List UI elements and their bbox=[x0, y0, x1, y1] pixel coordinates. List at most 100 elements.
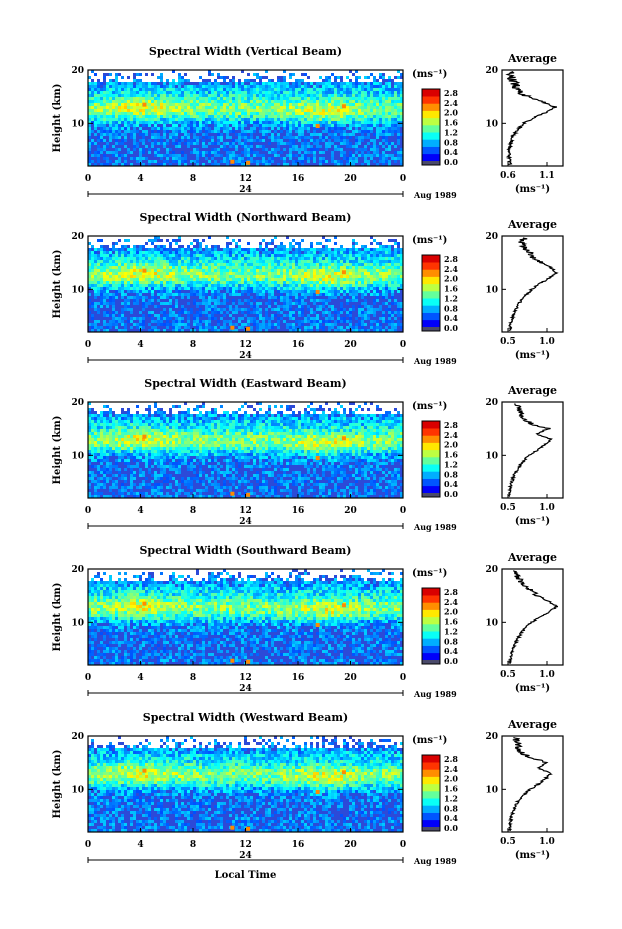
profile-x-label: (ms⁻¹) bbox=[515, 850, 550, 861]
x-tick-label: 4 bbox=[137, 840, 143, 850]
profile-y-tick-label: 10 bbox=[485, 785, 498, 795]
profile-x-label: (ms⁻¹) bbox=[515, 516, 550, 527]
colorbar-band bbox=[422, 103, 440, 111]
heatmap-cells bbox=[88, 736, 403, 832]
colorbar-band bbox=[422, 762, 440, 770]
date-label: Aug 1989 bbox=[413, 856, 457, 866]
heatmap-hotspot bbox=[246, 492, 251, 497]
colorbar-floor bbox=[422, 161, 440, 165]
colorbar-frame bbox=[421, 254, 441, 332]
heatmap-cells bbox=[88, 402, 403, 498]
panel-3: Spectral Width (Eastward Beam) 20 10 Height… bbox=[52, 377, 564, 532]
colorbar bbox=[421, 587, 441, 665]
panel-5: Spectral Width (Westward Beam) 20 10 Height… bbox=[52, 711, 564, 866]
x-tick-label: 0 bbox=[400, 673, 406, 683]
heatmap-hotspot bbox=[315, 456, 320, 460]
colorbar-label: 0.0 bbox=[444, 656, 458, 666]
colorbar-floor bbox=[422, 493, 440, 497]
colorbar-unit: (ms⁻¹) bbox=[412, 401, 447, 412]
profile-line bbox=[506, 570, 559, 664]
colorbar-label: 2.8 bbox=[444, 587, 458, 597]
colorbar-label: 0.4 bbox=[444, 479, 458, 489]
x-tick-label: 12 bbox=[239, 340, 252, 350]
date-label: Aug 1989 bbox=[413, 190, 457, 200]
profile-x-tick-label: 1.0 bbox=[539, 503, 555, 513]
x-tick-label: 16 bbox=[292, 840, 305, 850]
x-tick-label: 0 bbox=[85, 174, 91, 184]
profile-x-tick-label: 0.5 bbox=[500, 503, 516, 513]
colorbar-floor bbox=[422, 827, 440, 831]
colorbar-label: 1.2 bbox=[444, 127, 458, 137]
x-tick-label: 12 bbox=[239, 174, 252, 184]
profile-x-tick-label: 1.0 bbox=[539, 670, 555, 680]
day-label: 24 bbox=[239, 185, 252, 195]
x-tick-label: 20 bbox=[344, 506, 357, 516]
x-tick-label: 12 bbox=[239, 840, 252, 850]
colorbar-label: 2.8 bbox=[444, 88, 458, 98]
x-tick-label: 8 bbox=[190, 506, 196, 516]
profile-title: Average bbox=[507, 718, 557, 731]
colorbar-band bbox=[422, 776, 440, 785]
colorbar-label: 1.2 bbox=[444, 293, 458, 303]
colorbar-band bbox=[422, 624, 440, 632]
profile-y-tick-label: 10 bbox=[485, 451, 498, 461]
average-profile: Average 20 10 0.5 1.0 (ms⁻¹) bbox=[485, 551, 564, 694]
colorbar-band bbox=[422, 652, 440, 661]
heatmap-hotspot bbox=[142, 268, 147, 273]
heatmap-hotspot bbox=[341, 436, 346, 441]
profile-x-label: (ms⁻¹) bbox=[515, 683, 550, 694]
colorbar-frame bbox=[421, 420, 441, 498]
heatmap-hotspot bbox=[246, 659, 251, 664]
colorbar-label: 0.8 bbox=[444, 469, 458, 479]
heatmap-hotspot bbox=[246, 160, 251, 165]
profile-y-tick-label: 20 bbox=[485, 398, 498, 408]
colorbar-label: 1.6 bbox=[444, 617, 458, 627]
y-tick-label: 10 bbox=[71, 618, 84, 628]
colorbar-band bbox=[422, 819, 440, 828]
x-tick-label: 16 bbox=[292, 673, 305, 683]
profile-x-tick-label: 0.5 bbox=[500, 837, 516, 847]
colorbar-band bbox=[422, 812, 440, 821]
colorbar-band bbox=[422, 312, 440, 321]
x-tick-label: 0 bbox=[85, 840, 91, 850]
x-tick-label: 0 bbox=[400, 840, 406, 850]
colorbar-label: 1.2 bbox=[444, 626, 458, 636]
colorbar-frame bbox=[421, 754, 441, 832]
colorbar-unit: (ms⁻¹) bbox=[412, 735, 447, 746]
heatmap-hotspot bbox=[142, 102, 147, 107]
profile-x-label: (ms⁻¹) bbox=[515, 350, 550, 361]
y-axis-label: Height (km) bbox=[52, 583, 63, 652]
colorbar-frame bbox=[421, 88, 441, 166]
colorbar-band bbox=[422, 755, 440, 763]
colorbar-band bbox=[422, 435, 440, 443]
heatmap-hotspot bbox=[230, 825, 235, 830]
heatmap-hotspot bbox=[142, 434, 147, 439]
colorbar-band bbox=[422, 291, 440, 299]
x-tick-label: 16 bbox=[292, 340, 305, 350]
heatmap-hotspot bbox=[341, 770, 346, 775]
colorbar-band bbox=[422, 602, 440, 610]
average-profile: Average 20 10 0.5 1.0 (ms⁻¹) bbox=[485, 218, 564, 361]
colorbar-label: 2.0 bbox=[444, 274, 458, 284]
colorbar-floor bbox=[422, 660, 440, 664]
profile-x-tick-label: 1.0 bbox=[539, 337, 555, 347]
day-label: 24 bbox=[239, 517, 252, 527]
colorbar-band bbox=[422, 117, 440, 126]
heatmap-hotspot bbox=[341, 270, 346, 275]
colorbar-label: 0.8 bbox=[444, 137, 458, 147]
profile-title: Average bbox=[507, 52, 557, 65]
x-axis-label: Local Time bbox=[215, 870, 277, 881]
heatmap-cells bbox=[88, 569, 403, 665]
colorbar-band bbox=[422, 125, 440, 133]
colorbar-label: 2.8 bbox=[444, 754, 458, 764]
heatmap-hotspot bbox=[315, 124, 320, 128]
colorbar-label: 1.6 bbox=[444, 118, 458, 128]
x-tick-label: 0 bbox=[85, 673, 91, 683]
x-tick-label: 4 bbox=[137, 673, 143, 683]
colorbar-label: 2.8 bbox=[444, 420, 458, 430]
colorbar-band bbox=[422, 305, 440, 313]
profile-y-tick-label: 20 bbox=[485, 66, 498, 76]
colorbar-label: 1.2 bbox=[444, 793, 458, 803]
colorbar-label: 2.0 bbox=[444, 607, 458, 617]
heatmap-hotspot bbox=[230, 325, 235, 330]
